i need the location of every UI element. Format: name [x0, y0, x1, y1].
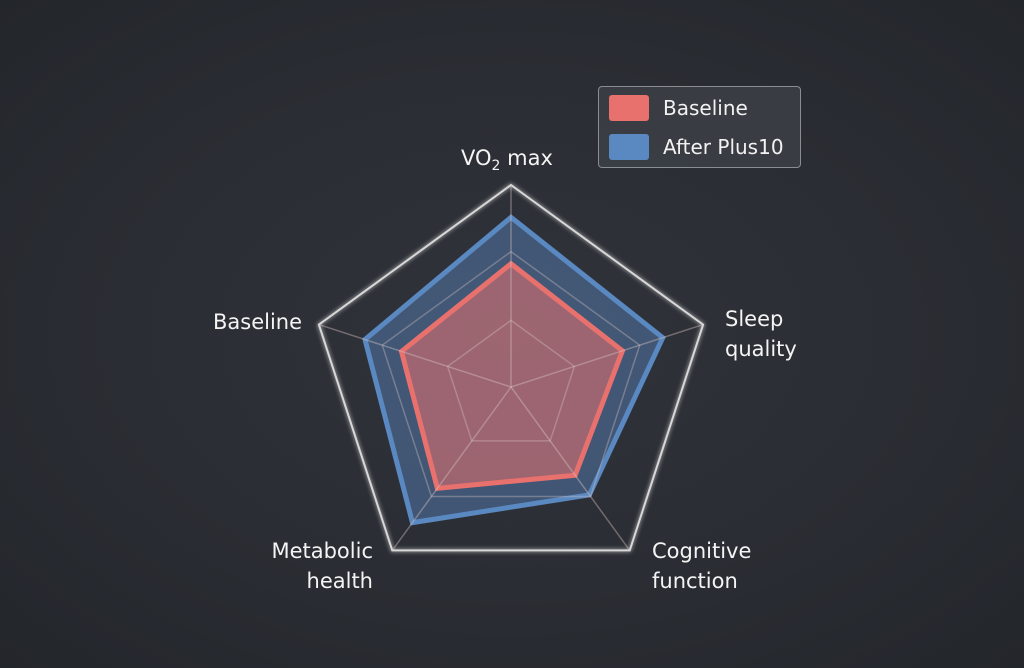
legend-item-baseline: Baseline	[609, 95, 748, 121]
axis-spoke	[318, 323, 512, 388]
axis-label-baseline: Baseline	[213, 310, 303, 334]
grid-outer	[317, 183, 705, 552]
axis-spoke	[510, 386, 631, 551]
legend-label: Baseline	[663, 96, 748, 120]
axis-label-cognitive-function: Cognitive function	[652, 539, 752, 593]
legend: Baseline After Plus10	[598, 86, 801, 168]
grid-level	[381, 250, 641, 498]
series-baseline	[398, 260, 626, 492]
legend-item-after-plus10: After Plus10	[609, 134, 784, 160]
grid-level	[446, 319, 576, 442]
legend-swatch-baseline	[609, 95, 649, 121]
axis-spoke	[510, 323, 704, 388]
legend-label: After Plus10	[663, 135, 784, 159]
axis-spoke	[391, 386, 512, 551]
axis-label-metabolic-health: Metabolic health	[271, 539, 373, 593]
legend-swatch-after-plus10	[609, 134, 649, 160]
axis-label-sleep-quality: Sleep quality	[725, 307, 797, 361]
axis-label-vo2-max: VO2 max	[461, 146, 553, 175]
